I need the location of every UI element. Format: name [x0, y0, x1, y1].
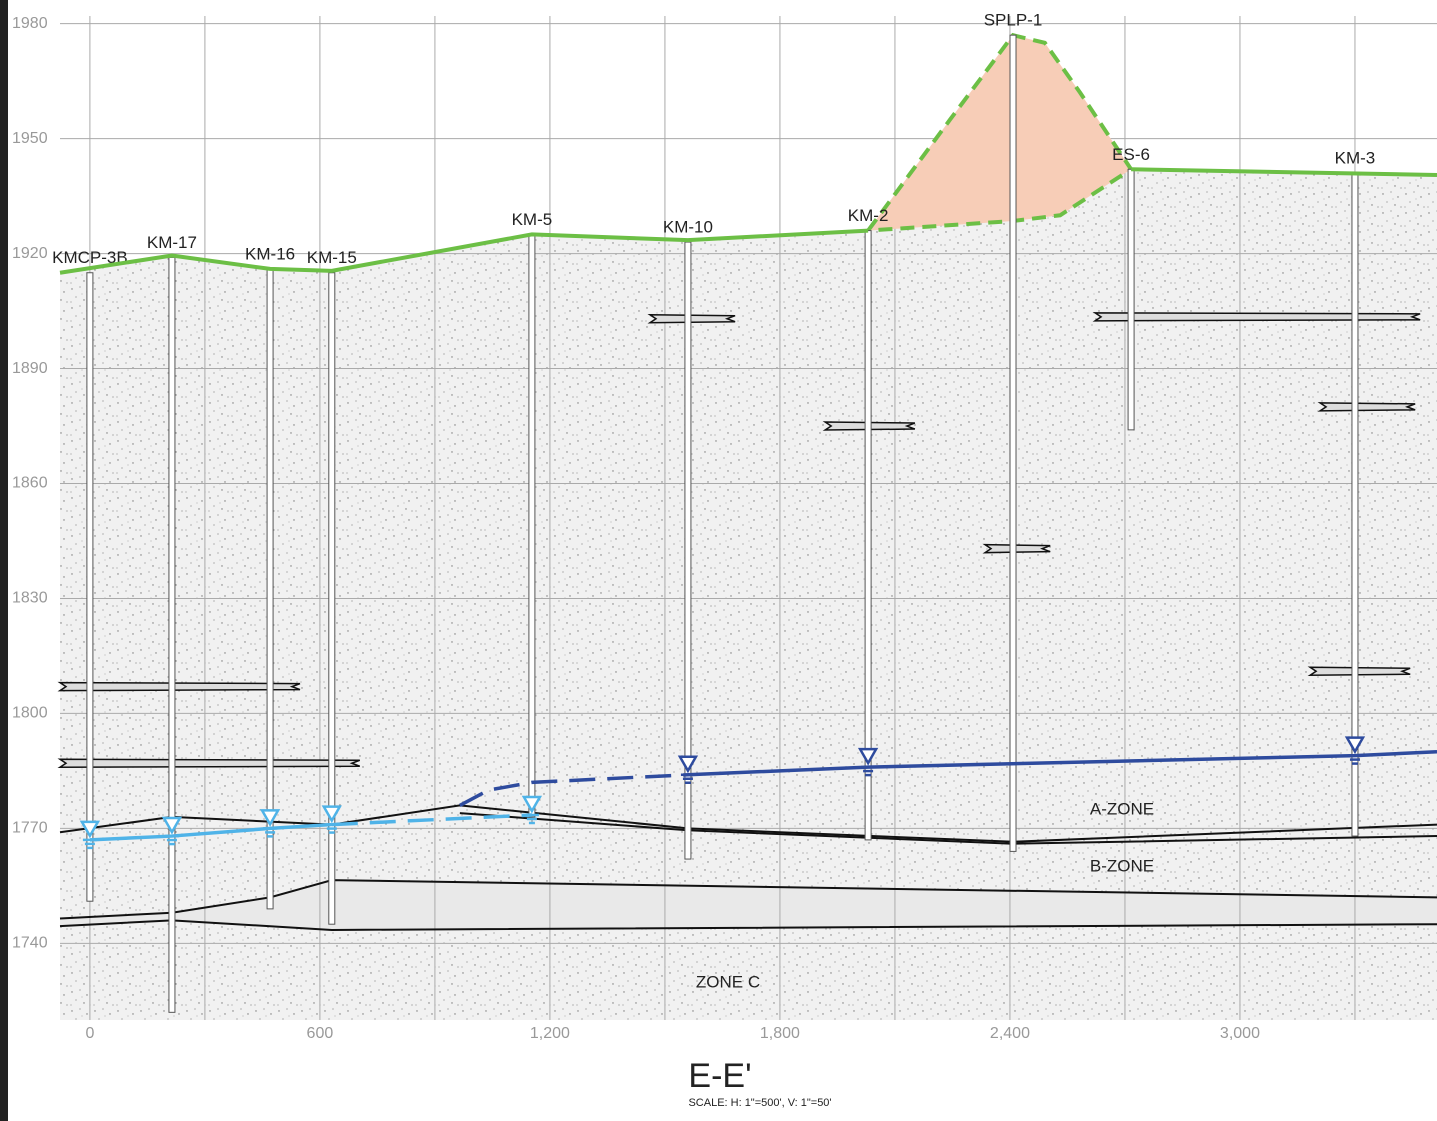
boring-label: KM-10 [663, 218, 713, 237]
boring-label: KM-16 [245, 244, 295, 263]
boring-label: KM-15 [307, 248, 357, 267]
y-tick-label: 1770 [12, 820, 48, 837]
x-tick-label: 1,200 [530, 1025, 570, 1042]
clay-lens [985, 545, 1050, 553]
clay-lens [60, 683, 300, 691]
x-tick-label: 1,800 [760, 1025, 800, 1042]
frame-bar [0, 0, 8, 1121]
subtitle: SCALE: H: 1"=500', V: 1"=50' [688, 1097, 831, 1109]
x-tick-label: 600 [307, 1025, 334, 1042]
y-tick-label: 1890 [12, 360, 48, 377]
clay-lens [1320, 403, 1415, 411]
boring [87, 273, 93, 901]
boring-label: SPLP-1 [984, 11, 1043, 30]
y-tick-label: 1800 [12, 705, 48, 722]
clay-lens [650, 315, 735, 323]
x-tick-label: 2,400 [990, 1025, 1030, 1042]
boring [529, 234, 535, 816]
boring [329, 273, 335, 924]
x-tick-label: 3,000 [1220, 1025, 1260, 1042]
y-tick-label: 1950 [12, 130, 48, 147]
zone-label: A-ZONE [1090, 799, 1154, 818]
y-tick-label: 1920 [12, 245, 48, 262]
y-tick-label: 1740 [12, 935, 48, 952]
zone-label: ZONE C [696, 972, 760, 991]
boring-label: KM-17 [147, 233, 197, 252]
clay-lens [60, 759, 360, 767]
zone-label: B-ZONE [1090, 856, 1154, 875]
boring [1010, 35, 1016, 851]
y-tick-label: 1830 [12, 590, 48, 607]
boring-label: KM-3 [1335, 149, 1376, 168]
boring-label: KM-2 [848, 206, 889, 225]
cross-section: 1740 1770 1800 1830 1860 1890 1920 1950 1980 0 600… [0, 0, 1437, 1121]
x-tick-label: 0 [85, 1025, 94, 1042]
clay-lens [1095, 313, 1420, 321]
boring-label: ES-6 [1112, 145, 1150, 164]
y-tick-label: 1980 [12, 15, 48, 32]
clay-lens [1310, 667, 1410, 675]
boring [1128, 169, 1134, 430]
y-tick-label: 1860 [12, 475, 48, 492]
title: E-E' [688, 1057, 751, 1095]
boring [169, 257, 175, 1012]
boring-label: KM-5 [512, 210, 553, 229]
